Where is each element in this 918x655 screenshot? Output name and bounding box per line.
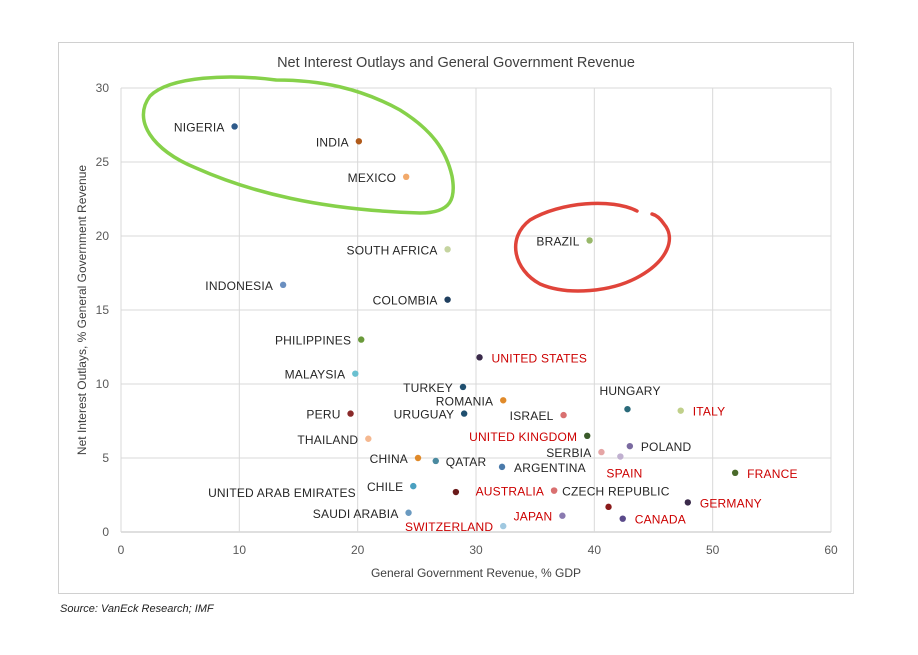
label-israel: ISRAEL: [510, 409, 554, 423]
point-spain: [617, 453, 624, 460]
label-qatar: QATAR: [446, 455, 487, 469]
y-tick-label: 0: [102, 525, 109, 539]
label-mexico: MEXICO: [348, 171, 397, 185]
point-peru: [347, 410, 354, 417]
point-czech-republic: [550, 487, 558, 494]
label-switzerland: SWITZERLAND: [405, 520, 493, 534]
x-tick-label: 20: [351, 543, 365, 557]
x-axis-label: General Government Revenue, % GDP: [371, 566, 581, 580]
label-united-arab-emirates: UNITED ARAB EMIRATES: [208, 486, 356, 500]
label-thailand: THAILAND: [297, 433, 358, 447]
point-south-africa: [444, 246, 451, 253]
point-israel: [560, 411, 567, 419]
chart-title: Net Interest Outlays and General Governm…: [277, 55, 635, 71]
point-malaysia: [352, 370, 359, 377]
point-indonesia: [279, 281, 287, 289]
label-france: FRANCE: [747, 467, 798, 481]
point-united-states: [476, 354, 483, 361]
y-tick-label: 10: [96, 377, 110, 391]
point-thailand: [365, 435, 372, 442]
point-chile: [410, 482, 417, 490]
data-points: [231, 123, 739, 530]
label-uruguay: URUGUAY: [394, 408, 455, 422]
point-romania: [500, 397, 507, 404]
y-tick-label: 5: [102, 451, 109, 465]
label-chile: CHILE: [367, 480, 403, 494]
label-hungary: HUNGARY: [599, 384, 660, 398]
point-mexico: [402, 173, 410, 180]
label-japan: JAPAN: [514, 510, 553, 524]
label-argentina: ARGENTINA: [514, 461, 586, 475]
red-annotation-circle: [513, 201, 672, 293]
point-serbia: [598, 448, 605, 456]
point-germany: [684, 499, 692, 506]
point-italy: [677, 407, 684, 414]
point-united-arab-emirates: [452, 488, 460, 496]
label-germany: GERMANY: [700, 496, 762, 510]
label-colombia: COLOMBIA: [373, 294, 438, 308]
x-tick-label: 50: [706, 543, 720, 557]
point-switzerland: [500, 522, 507, 530]
point-turkey: [459, 383, 467, 391]
label-brazil: BRAZIL: [536, 234, 579, 248]
label-spain: SPAIN: [606, 467, 642, 481]
label-saudi-arabia: SAUDI ARABIA: [313, 507, 399, 521]
x-tick-label: 30: [469, 543, 483, 557]
point-unlabeled: [605, 503, 612, 511]
label-poland: POLAND: [641, 440, 692, 454]
label-malaysia: MALAYSIA: [285, 368, 346, 382]
y-tick-label: 25: [96, 155, 110, 169]
y-tick-label: 15: [96, 303, 110, 317]
point-united-kingdom: [584, 432, 591, 439]
label-romania: ROMANIA: [436, 394, 493, 408]
x-tick-label: 40: [588, 543, 602, 557]
tick-labels: 0 5 10 15 20 25 30 0 10 20 30 40 50 60: [96, 81, 838, 557]
gridlines: [120, 87, 832, 533]
label-philippines: PHILIPPINES: [275, 334, 351, 348]
point-china: [414, 454, 422, 462]
point-nigeria: [231, 123, 238, 130]
label-indonesia: INDONESIA: [205, 279, 273, 293]
label-serbia: SERBIA: [546, 446, 591, 460]
point-hungary: [624, 405, 631, 413]
point-brazil: [586, 237, 593, 244]
label-nigeria: NIGERIA: [174, 120, 225, 134]
point-saudi-arabia: [405, 509, 412, 516]
green-annotation-circle: [141, 75, 456, 215]
label-india: INDIA: [316, 135, 349, 149]
point-uruguay: [460, 410, 468, 417]
label-china: CHINA: [370, 452, 408, 466]
point-india: [355, 138, 363, 145]
point-france: [731, 469, 739, 476]
label-peru: PERU: [306, 408, 340, 422]
x-tick-label: 10: [233, 543, 247, 557]
y-tick-label: 20: [96, 229, 110, 243]
label-italy: ITALY: [693, 405, 726, 419]
point-philippines: [358, 336, 365, 343]
point-colombia: [444, 296, 451, 303]
point-canada: [619, 515, 626, 522]
point-poland: [626, 442, 634, 450]
label-united-kingdom: UNITED KINGDOM: [469, 430, 577, 444]
label-canada: CANADA: [635, 513, 686, 527]
label-australia: AUSTRALIA: [476, 485, 545, 499]
source-note: Source: VanEck Research; IMF: [60, 603, 214, 615]
point-labels: NIGERIA INDIA MEXICO SOUTH AFRICA BRAZIL INDO…: [174, 120, 798, 534]
y-axis-label: Net Interest Outlays, % General Governme…: [75, 165, 89, 455]
label-czech-republic: CZECH REPUBLIC: [562, 485, 670, 499]
x-tick-label: 60: [824, 543, 838, 557]
label-turkey: TURKEY: [403, 381, 453, 395]
point-argentina: [498, 463, 506, 471]
chart-frame: [58, 42, 854, 594]
y-tick-label: 30: [96, 81, 110, 95]
label-united-states: UNITED STATES: [492, 351, 588, 365]
x-tick-label: 0: [118, 543, 125, 557]
point-qatar: [432, 457, 439, 465]
point-japan: [559, 512, 566, 519]
label-south-africa: SOUTH AFRICA: [347, 243, 438, 257]
